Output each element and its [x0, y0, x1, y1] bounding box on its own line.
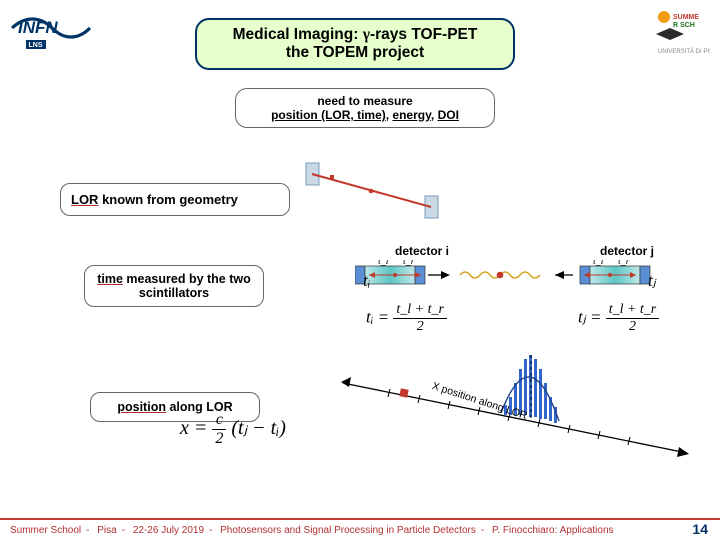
footer-divider [0, 518, 720, 520]
slide-number: 14 [692, 521, 708, 537]
eq-tj-formula: tⱼ = t_l + t_r2 [578, 303, 659, 334]
svg-text:INFN: INFN [18, 18, 58, 37]
svg-text:t_r: t_r [618, 260, 630, 267]
svg-text:t_l: t_l [378, 260, 389, 267]
subtitle-box: need to measure position (LOR, time), en… [235, 88, 495, 128]
svg-text:SUMME: SUMME [673, 14, 699, 21]
detector-j-label: detector j [600, 244, 654, 258]
title-line1a: Medical Imaging: [233, 26, 363, 43]
time-rest: measured by the two scintillators [123, 272, 251, 300]
eq-x-formula: x = c2 (tⱼ − tᵢ) [180, 412, 286, 447]
time-label: time [97, 272, 123, 286]
title-line2: the TOPEM project [286, 44, 424, 61]
svg-text:UNIVERSITÀ DI PISA: UNIVERSITÀ DI PISA [658, 48, 710, 55]
lor-diagram [303, 160, 443, 222]
title-line1b: -rays TOF-PET [370, 26, 477, 43]
svg-text:t_l: t_l [593, 260, 604, 267]
eq-ti-formula: tᵢ = t_l + t_r2 [366, 303, 447, 334]
svg-text:R SCH: R SCH [673, 22, 695, 29]
svg-text:LNS: LNS [29, 42, 43, 49]
lor-rest: known from geometry [98, 192, 237, 207]
lor-geometry-box: LOR known from geometry [60, 183, 290, 216]
subtitle-s2: , [431, 108, 438, 122]
infn-logo: INFN LNS [10, 10, 92, 50]
subtitle-pos: position (LOR, time) [271, 108, 386, 122]
lor-label: LOR [71, 192, 98, 207]
svg-text:t_r: t_r [403, 260, 415, 267]
time-box: time measured by the two scintillators [84, 265, 264, 307]
title-gamma: γ [363, 26, 370, 43]
pos-label: position [117, 400, 166, 414]
summer-school-logo: SUMME R SCH UNIVERSITÀ DI PISA [648, 6, 710, 56]
eq-ti-label: tᵢ [363, 271, 370, 291]
eq-tj-label: tⱼ [648, 271, 656, 291]
detector-i-label: detector i [395, 244, 449, 258]
footer-text: Summer School- Pisa- 22-26 July 2019- Ph… [10, 525, 710, 536]
subtitle-doi: DOI [438, 108, 459, 122]
subtitle-energy: energy [392, 108, 430, 122]
title-box: Medical Imaging: γ-rays TOF-PET the TOPE… [195, 18, 515, 70]
subtitle-l1: need to measure [317, 94, 412, 108]
